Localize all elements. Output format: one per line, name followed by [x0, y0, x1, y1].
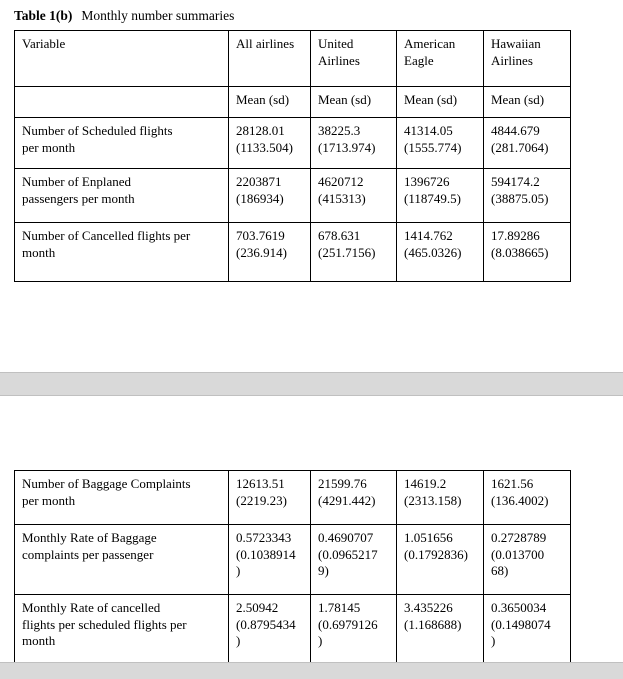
header-row: Variable All airlines United Airlines Am… — [14, 30, 571, 87]
value-cell: 2203871 (186934) — [228, 168, 311, 223]
subheader-row: Mean (sd) Mean (sd) Mean (sd) Mean (sd) — [14, 86, 571, 118]
column-header-united-airlines: United Airlines — [310, 30, 397, 87]
monthly-summaries-table-top: Variable All airlines United Airlines Am… — [14, 30, 571, 282]
table-row-baggage-complaints: Number of Baggage Complaints per month 1… — [14, 470, 571, 525]
value-cell: 17.89286 (8.038665) — [483, 222, 571, 282]
value-cell: 703.7619 (236.914) — [228, 222, 311, 282]
value-cell: 0.5723343 (0.1038914 ) — [228, 524, 311, 595]
table-row-scheduled-flights: Number of Scheduled flights per month 28… — [14, 117, 571, 169]
column-header-variable: Variable — [14, 30, 229, 87]
row-label-cell: Number of Cancelled flights per month — [14, 222, 229, 282]
value-cell: 678.631 (251.7156) — [310, 222, 397, 282]
table-row-enplaned-passengers: Number of Enplaned passengers per month … — [14, 168, 571, 223]
column-header-hawaiian-airlines: Hawaiian Airlines — [483, 30, 571, 87]
value-cell: 1414.762 (465.0326) — [396, 222, 484, 282]
value-cell: 14619.2 (2313.158) — [396, 470, 484, 525]
value-cell: 1621.56 (136.4002) — [483, 470, 571, 525]
value-cell: 0.3650034 (0.1498074 ) — [483, 594, 571, 663]
table-caption: Table 1(b) Monthly number summaries — [14, 8, 234, 24]
value-cell: 28128.01 (1133.504) — [228, 117, 311, 169]
value-cell: 1.051656 (0.1792836) — [396, 524, 484, 595]
value-cell: 1396726 (118749.5) — [396, 168, 484, 223]
monthly-summaries-table-bottom: Number of Baggage Complaints per month 1… — [14, 470, 571, 663]
page-separator — [0, 372, 623, 396]
subheader-mean-sd-cell: Mean (sd) — [396, 86, 484, 118]
row-label-cell: Monthly Rate of Baggage complaints per p… — [14, 524, 229, 595]
row-label-cell: Monthly Rate of cancelled flights per sc… — [14, 594, 229, 663]
value-cell: 594174.2 (38875.05) — [483, 168, 571, 223]
table-caption-text: Monthly number summaries — [81, 8, 235, 23]
page-separator — [0, 662, 623, 679]
subheader-mean-sd-cell: Mean (sd) — [483, 86, 571, 118]
value-cell: 41314.05 (1555.774) — [396, 117, 484, 169]
row-label-cell: Number of Baggage Complaints per month — [14, 470, 229, 525]
value-cell: 0.4690707 (0.0965217 9) — [310, 524, 397, 595]
row-label-cell: Number of Scheduled flights per month — [14, 117, 229, 169]
subheader-mean-sd-cell: Mean (sd) — [228, 86, 311, 118]
table-row-cancelled-flights: Number of Cancelled flights per month 70… — [14, 222, 571, 282]
subheader-mean-sd-cell: Mean (sd) — [310, 86, 397, 118]
value-cell: 4620712 (415313) — [310, 168, 397, 223]
value-cell: 21599.76 (4291.442) — [310, 470, 397, 525]
table-row-cancelled-rate: Monthly Rate of cancelled flights per sc… — [14, 594, 571, 663]
value-cell: 3.435226 (1.168688) — [396, 594, 484, 663]
subheader-empty-cell — [14, 86, 229, 118]
value-cell: 38225.3 (1713.974) — [310, 117, 397, 169]
table-caption-label: Table 1(b) — [14, 8, 73, 23]
value-cell: 2.50942 (0.8795434 ) — [228, 594, 311, 663]
value-cell: 0.2728789 (0.013700 68) — [483, 524, 571, 595]
table-row-baggage-rate: Monthly Rate of Baggage complaints per p… — [14, 524, 571, 595]
column-header-american-eagle: American Eagle — [396, 30, 484, 87]
column-header-all-airlines: All airlines — [228, 30, 311, 87]
value-cell: 12613.51 (2219.23) — [228, 470, 311, 525]
value-cell: 1.78145 (0.6979126 ) — [310, 594, 397, 663]
row-label-cell: Number of Enplaned passengers per month — [14, 168, 229, 223]
value-cell: 4844.679 (281.7064) — [483, 117, 571, 169]
